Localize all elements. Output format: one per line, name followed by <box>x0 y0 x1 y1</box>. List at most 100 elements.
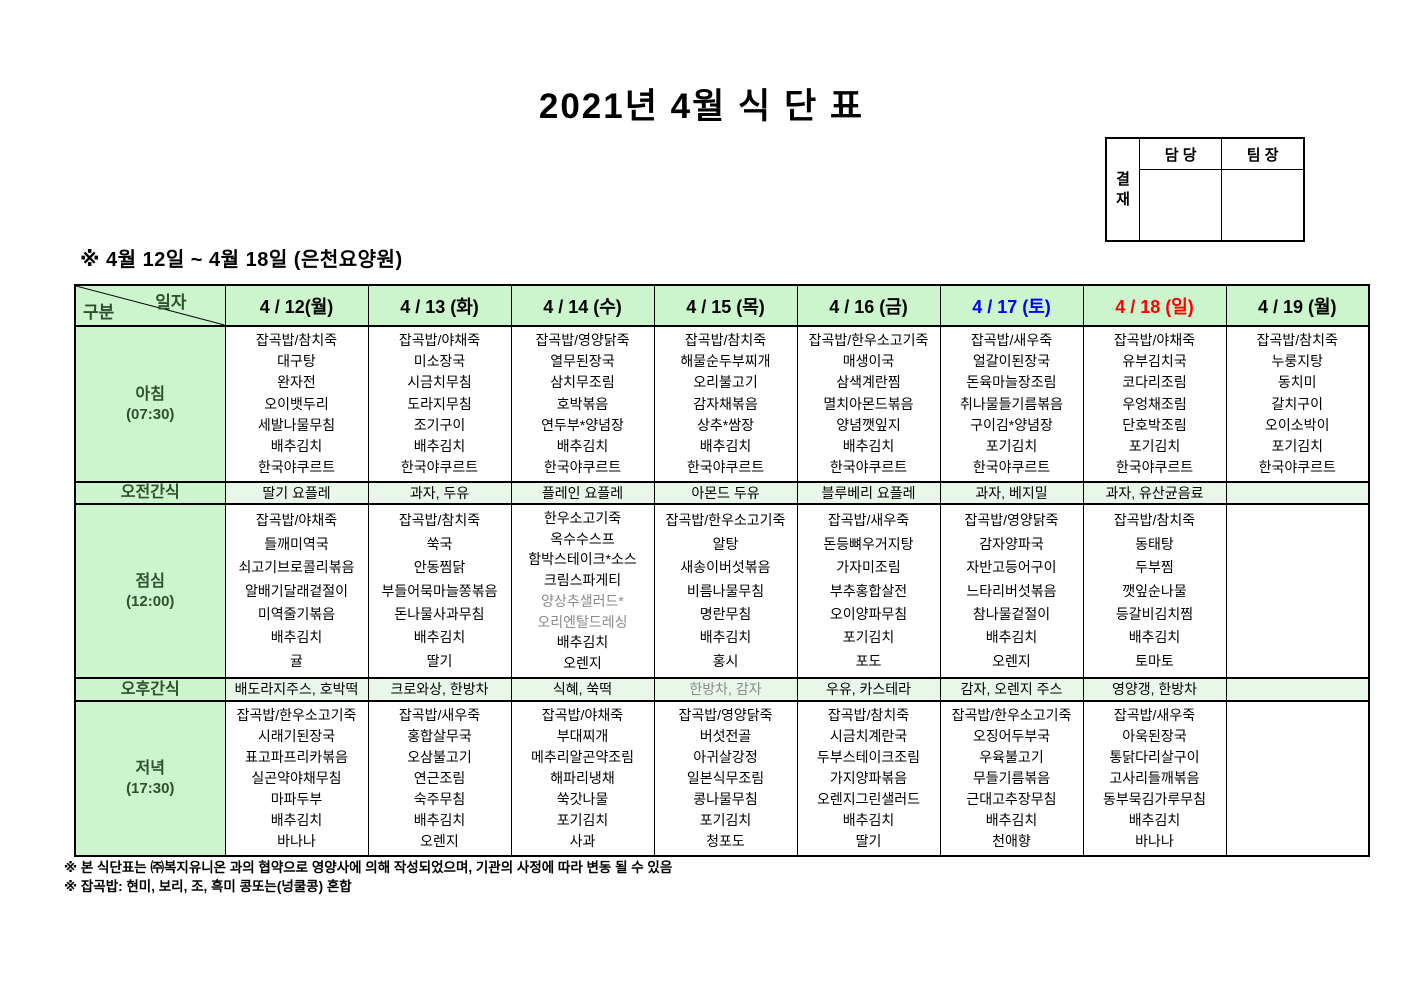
meal-item: 돈등뼈우거지탕 <box>823 535 914 552</box>
meal-item: 오이뱃두리 <box>264 395 329 412</box>
meal-item: 통닭다리살구이 <box>1109 749 1200 765</box>
meal-item: 알배기달래겉절이 <box>244 582 349 599</box>
lunch-cell-sat: 잡곡밥/영양닭죽 감자양파국 자반고등어구이 느타리버섯볶음 참나물겉절이 배추김치 오렌지 <box>939 503 1084 679</box>
meal-item: 동부묵김가루무침 <box>1102 791 1207 807</box>
meal-item: 감자양파국 <box>979 535 1044 552</box>
meal-item: 잡곡밥/새우죽 <box>398 707 481 723</box>
meal-item: 잡곡밥/새우죽 <box>1113 707 1196 723</box>
meal-item: 배추김치 <box>842 437 895 454</box>
meal-item: 포기김치 <box>985 437 1038 454</box>
dinner-cell-next-mon <box>1225 700 1370 857</box>
meal-item: 잡곡밥/야채죽 <box>1113 332 1196 349</box>
meal-item: 연근조림 <box>413 770 466 786</box>
am-snack-cell-sun: 과자, 유산균음료 <box>1082 481 1227 505</box>
meal-item: 잡곡밥/참치죽 <box>1113 512 1196 529</box>
meal-item: 사과 <box>569 833 596 849</box>
meal-item: 딸기 <box>855 833 882 849</box>
meal-item: 유부김치국 <box>1122 353 1187 370</box>
meal-item: 해물순두부찌개 <box>680 353 771 370</box>
breakfast-cell-wed: 잡곡밥/영양닭죽 열무된장국 삼치무조림 호박볶음 연두부*양념장 배추김치 한국야쿠르트 <box>510 325 655 483</box>
row-label-text: 오후간식 <box>120 680 180 698</box>
meal-item: 홍합살무국 <box>407 728 472 744</box>
date-header-sat: 4 / 17 (토) <box>939 284 1084 327</box>
meal-item: 느타리버섯볶음 <box>966 582 1057 599</box>
approval-label: 결 재 <box>1105 137 1140 242</box>
meal-item: 한국야쿠르트 <box>972 458 1051 475</box>
pm-snack-cell-sat: 감자, 오렌지 주스 <box>939 677 1084 702</box>
meal-item: 배추김치 <box>270 812 323 828</box>
breakfast-cell-fri: 잡곡밥/한우소고기죽 매생이국 삼색계란찜 멸치아몬드볶음 양념깻잎지 배추김치 한국야쿠르… <box>796 325 941 483</box>
meal-item: 과자, 유산균음료 <box>1105 484 1204 501</box>
meal-item: 잡곡밥/참치죽 <box>255 332 338 349</box>
meal-item: 가지양파볶음 <box>829 770 908 786</box>
meal-item: 아욱된장국 <box>1122 728 1187 744</box>
meal-item: 잡곡밥/영양닭죽 <box>535 332 630 349</box>
approval-sign-cell <box>1138 169 1223 242</box>
meal-item: 포기김치 <box>699 812 752 828</box>
meal-item: 비름나물무침 <box>686 582 765 599</box>
meal-item: 오렌지그린샐러드 <box>816 791 921 807</box>
meal-item: 배추김치 <box>1128 812 1181 828</box>
meal-item: 천애향 <box>992 833 1031 849</box>
pm-snack-cell-sun: 영양갱, 한방차 <box>1082 677 1227 702</box>
meal-item: 누룽지탕 <box>1271 353 1324 370</box>
dinner-cell-mon: 잡곡밥/한우소고기죽 시래기된장국 표고파프리카볶음 실곤약야채무침 마파두부 배추김치 바… <box>224 700 369 857</box>
meal-item: 한방차, 감자 <box>689 681 762 697</box>
date-header-wed: 4 / 14 (수) <box>510 284 655 327</box>
meal-item: 조기구이 <box>413 416 466 433</box>
menu-table: 일자 구분 4 / 12(월) 4 / 13 (화) 4 / 14 (수) 4 … <box>74 284 1370 857</box>
approval-col-timjang: 팀 장 <box>1221 137 1305 170</box>
meal-item: 배추김치 <box>270 437 323 454</box>
meal-item: 포기김치 <box>1128 437 1181 454</box>
meal-item: 잡곡밥/야채죽 <box>541 707 624 723</box>
breakfast-cell-tue: 잡곡밥/야채죽 미소장국 시금치무침 도라지무침 조기구이 배추김치 한국야쿠르트 <box>367 325 512 483</box>
pm-snack-cell-thu: 한방차, 감자 <box>653 677 798 702</box>
breakfast-cell-sun: 잡곡밥/야채죽 유부김치국 코다리조림 우엉채조림 단호박조림 포기김치 한국야쿠르트 <box>1082 325 1227 483</box>
row-label-time: (07:30) <box>126 405 175 423</box>
row-label-text: 저녁 <box>135 760 165 777</box>
page-title: 2021년 4월 식 단 표 <box>538 87 865 126</box>
meal-item: 식혜, 쑥떡 <box>552 681 613 697</box>
meal-item: 한국야쿠르트 <box>829 458 908 475</box>
row-label-lunch: 점심 (12:00) <box>74 503 226 679</box>
date-header-sun: 4 / 18 (일) <box>1082 284 1227 327</box>
meal-item: 두부스테이크조림 <box>816 749 921 765</box>
breakfast-cell-sat: 잡곡밥/새우죽 얼갈이된장국 돈육마늘장조림 취나물들기름볶음 구이김*양념장 포기김치 한… <box>939 325 1084 483</box>
breakfast-cell-mon: 잡곡밥/참치죽 대구탕 완자전 오이뱃두리 세발나물무침 배추김치 한국야쿠르트 <box>224 325 369 483</box>
meal-item: 감자채볶음 <box>693 395 758 412</box>
dinner-cell-wed: 잡곡밥/야채죽 부대찌개 메추리알곤약조림 해파리냉채 쑥갓나물 포기김치 사과 <box>510 700 655 857</box>
row-label-am-snack: 오전간식 <box>74 481 226 505</box>
am-snack-cell-thu: 아몬드 두유 <box>653 481 798 505</box>
meal-item: 한국야쿠르트 <box>257 458 336 475</box>
meal-item: 포도 <box>855 652 882 669</box>
meal-item: 배추김치 <box>699 437 752 454</box>
meal-item: 잡곡밥/참치죽 <box>1256 332 1338 349</box>
meal-item: 배추김치 <box>985 629 1038 646</box>
date-header-mon: 4 / 12(월) <box>224 284 369 327</box>
lunch-cell-mon: 잡곡밥/야채죽 들깨미역국 쇠고기브로콜리볶음 알배기달래겉절이 미역줄기볶음 배추김치 귤 <box>224 503 369 679</box>
am-snack-cell-next-mon <box>1225 481 1370 505</box>
dinner-cell-sun: 잡곡밥/새우죽 아욱된장국 통닭다리살구이 고사리들깨볶음 동부묵김가루무침 배추김치 바나… <box>1082 700 1227 857</box>
meal-item: 미역줄기볶음 <box>257 605 336 622</box>
meal-item: 홍시 <box>712 652 739 669</box>
meal-item: 무들기름볶음 <box>972 770 1051 786</box>
meal-item: 우육불고기 <box>979 749 1044 765</box>
meal-item: 안동찜닭 <box>413 559 466 576</box>
meal-item: 들깨미역국 <box>264 535 329 552</box>
meal-item: 청포도 <box>706 833 745 849</box>
meal-item: 크로와상, 한방차 <box>390 681 489 697</box>
corner-label-date: 일자 <box>155 293 187 312</box>
meal-item: 잡곡밥/새우죽 <box>970 332 1053 349</box>
meal-item: 명란무침 <box>699 605 752 622</box>
meal-item: 새송이버섯볶음 <box>680 559 771 576</box>
dinner-row: 저녁 (17:30) 잡곡밥/한우소고기죽 시래기된장국 표고파프리카볶음 실곤약야채… <box>74 700 1370 857</box>
meal-item: 삼색계란찜 <box>836 374 901 391</box>
lunch-cell-thu: 잡곡밥/한우소고기죽 알탕 새송이버섯볶음 비름나물무침 명란무침 배추김치 홍시 <box>653 503 798 679</box>
meal-item: 잡곡밥/영양닭죽 <box>964 512 1059 529</box>
meal-item: 과자, 두유 <box>409 484 470 501</box>
meal-item: 대구탕 <box>277 353 316 370</box>
date-header-next-mon: 4 / 19 (월) <box>1225 284 1370 327</box>
meal-item: 배추김치 <box>985 812 1038 828</box>
approval-label-char: 결 <box>1116 170 1130 188</box>
meal-item: 바나나 <box>1135 833 1174 849</box>
